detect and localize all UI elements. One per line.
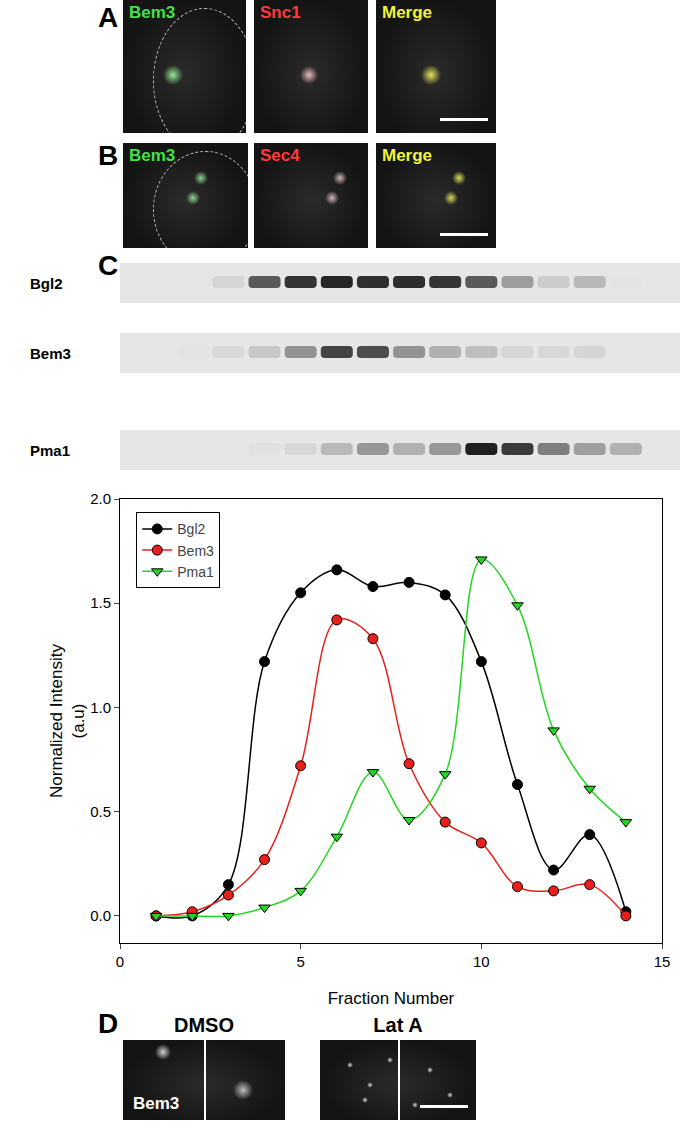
- html-text:Merge: Merge: [382, 3, 433, 22]
- svg-text:Bgl2: Bgl2: [177, 521, 205, 537]
- html-text:Bem3: Bem3: [133, 1094, 180, 1113]
- html-text:B Bem3: B Bem3: [98, 140, 176, 171]
- html-text:D: D: [98, 1008, 119, 1039]
- html-text:DMSO: DMSO: [174, 1014, 234, 1036]
- html-text:C: C: [98, 250, 119, 281]
- svg-text:Fraction Number: Fraction Number: [328, 989, 455, 1008]
- svg-text:Bem3: Bem3: [30, 345, 71, 362]
- svg-text:0.5: 0.5: [90, 803, 111, 820]
- svg-text:0.0: 0.0: [90, 907, 111, 924]
- svg-text:Bem3: Bem3: [177, 543, 214, 559]
- svg-text:5: 5: [296, 953, 304, 970]
- html-text:Lat A: Lat A: [373, 1014, 423, 1036]
- svg-text:Pma1: Pma1: [30, 442, 70, 459]
- html-text:Sec4: Sec4: [260, 146, 300, 165]
- html-text:Snc1: Snc1: [260, 3, 301, 22]
- svg-text:Bgl2: Bgl2: [30, 275, 63, 292]
- html-text:Merge: Merge: [382, 146, 433, 165]
- html-text:A Bem3: A Bem3: [98, 2, 176, 33]
- svg-text:Pma1: Pma1: [177, 564, 214, 580]
- svg-text:Normalized Intensity(a.u): Normalized Intensity(a.u): [47, 644, 88, 799]
- svg-text:1.0: 1.0: [90, 699, 111, 716]
- svg-text:15: 15: [654, 953, 671, 970]
- svg-text:2.0: 2.0: [90, 490, 111, 507]
- svg-text:10: 10: [473, 953, 490, 970]
- svg-text:0: 0: [116, 953, 124, 970]
- svg-text:1.5: 1.5: [90, 594, 111, 611]
